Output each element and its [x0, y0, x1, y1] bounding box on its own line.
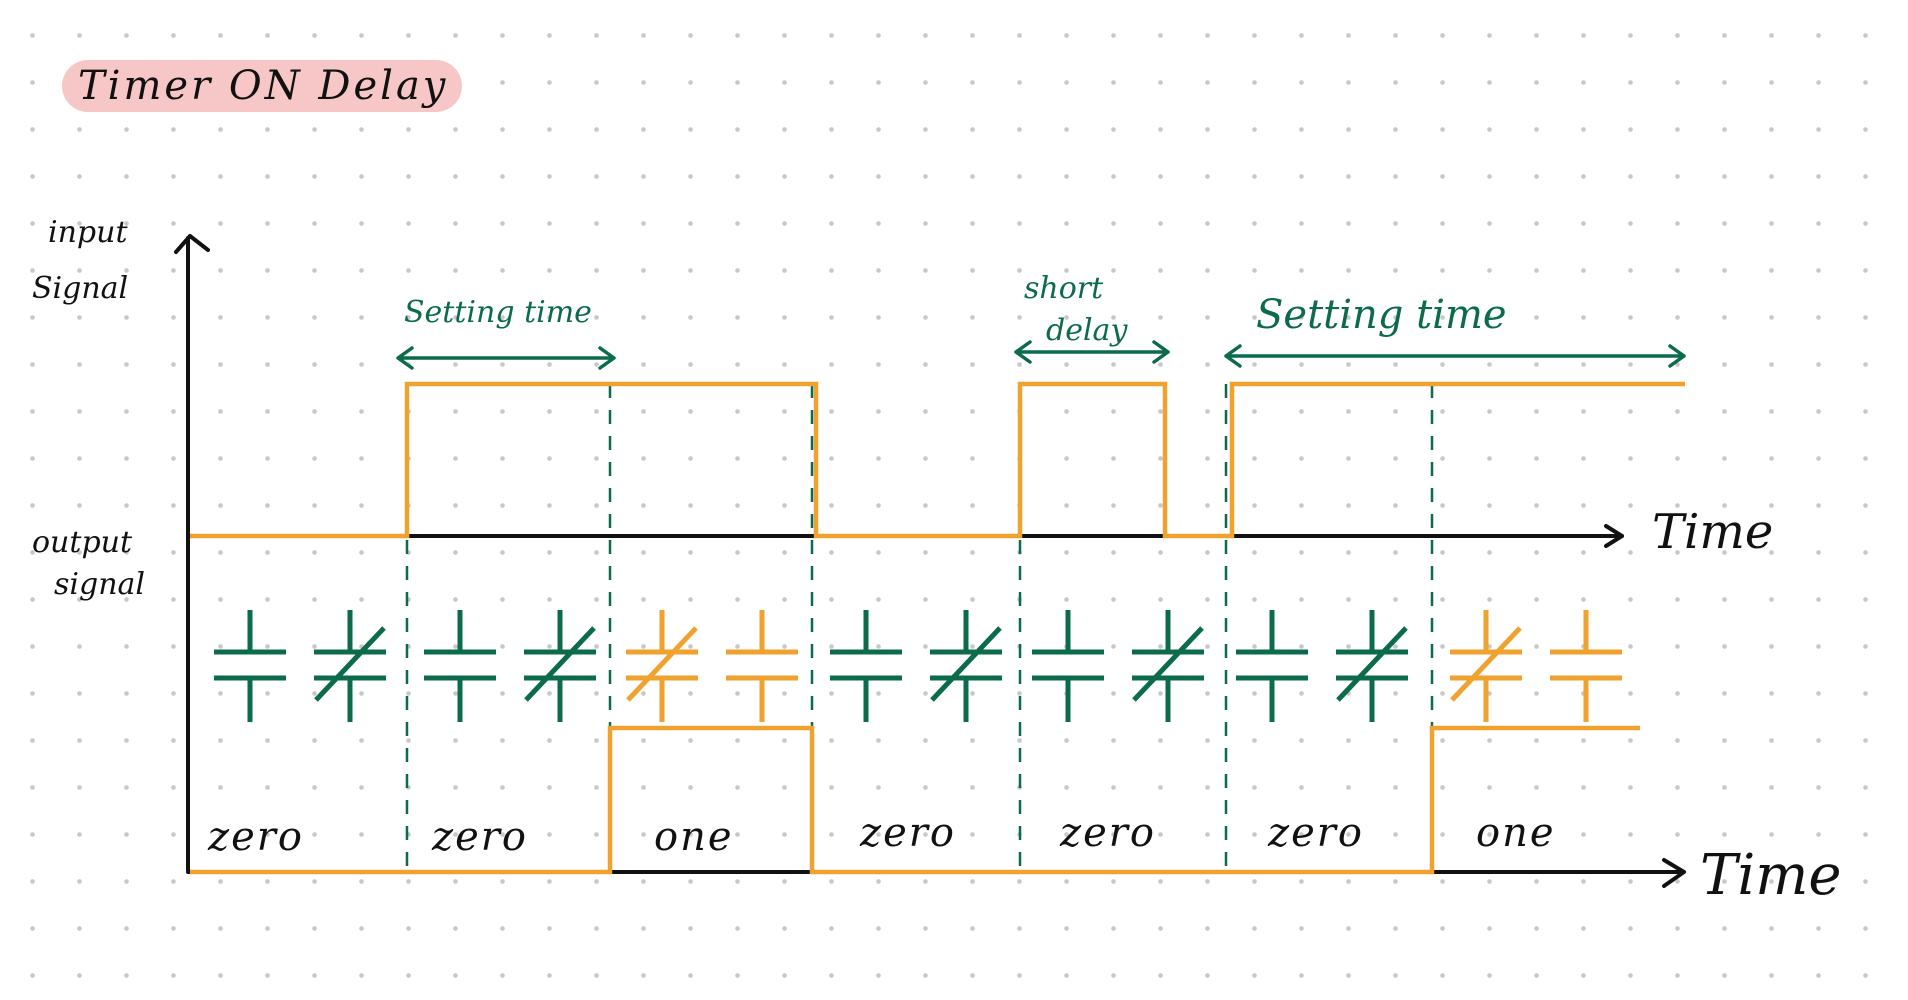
- state-label-2: zero: [431, 814, 528, 860]
- contact-2-a: [424, 610, 496, 722]
- state-label-5: zero: [1059, 810, 1156, 856]
- contact-4-b: [930, 610, 1002, 722]
- contact-4-a: [830, 610, 902, 722]
- contact-symbols: [214, 610, 1622, 722]
- contact-1-b: [314, 610, 386, 722]
- contact-3-b: [726, 610, 798, 722]
- input-label-line2: Signal: [32, 271, 128, 306]
- setting-time-arrow-1: [396, 346, 616, 370]
- contact-6-b: [1336, 610, 1408, 722]
- setting-time-label-1: Setting time: [404, 295, 592, 330]
- contact-2-b: [524, 610, 596, 722]
- contact-5-a: [1032, 610, 1104, 722]
- contact-7-a: [1450, 610, 1522, 722]
- state-label-3: one: [654, 814, 734, 860]
- contact-1-a: [214, 610, 286, 722]
- input-label-line1: input: [48, 215, 128, 250]
- contact-6-a: [1236, 610, 1308, 722]
- state-label-1: zero: [207, 814, 304, 860]
- input-signal-waveform: [190, 381, 1685, 539]
- contact-7-b: [1550, 610, 1622, 722]
- state-label-7: one: [1476, 810, 1556, 856]
- short-delay-arrow: [1014, 340, 1170, 364]
- y-axis-arrowhead: [174, 234, 210, 254]
- contact-5-b: [1132, 610, 1204, 722]
- output-label-line2: signal: [54, 567, 145, 602]
- setting-time-label-2: Setting time: [1256, 292, 1507, 338]
- setting-time-arrow-2: [1224, 344, 1686, 368]
- output-time-arrowhead: [1662, 858, 1686, 888]
- output-time-label: Time: [1700, 843, 1842, 908]
- title-highlight: [62, 60, 462, 112]
- output-signal-waveform: [190, 725, 1640, 875]
- input-time-arrowhead: [1604, 524, 1624, 548]
- diagram-title: Timer ON Delay: [78, 63, 449, 109]
- input-time-label: Time: [1652, 504, 1773, 560]
- state-label-4: zero: [859, 810, 956, 856]
- short-delay-label-line1: short: [1024, 271, 1104, 306]
- state-label-6: zero: [1267, 810, 1364, 856]
- short-delay-label-line2: delay: [1046, 313, 1128, 348]
- output-label-line1: output: [32, 525, 133, 560]
- contact-3-a: [626, 610, 698, 722]
